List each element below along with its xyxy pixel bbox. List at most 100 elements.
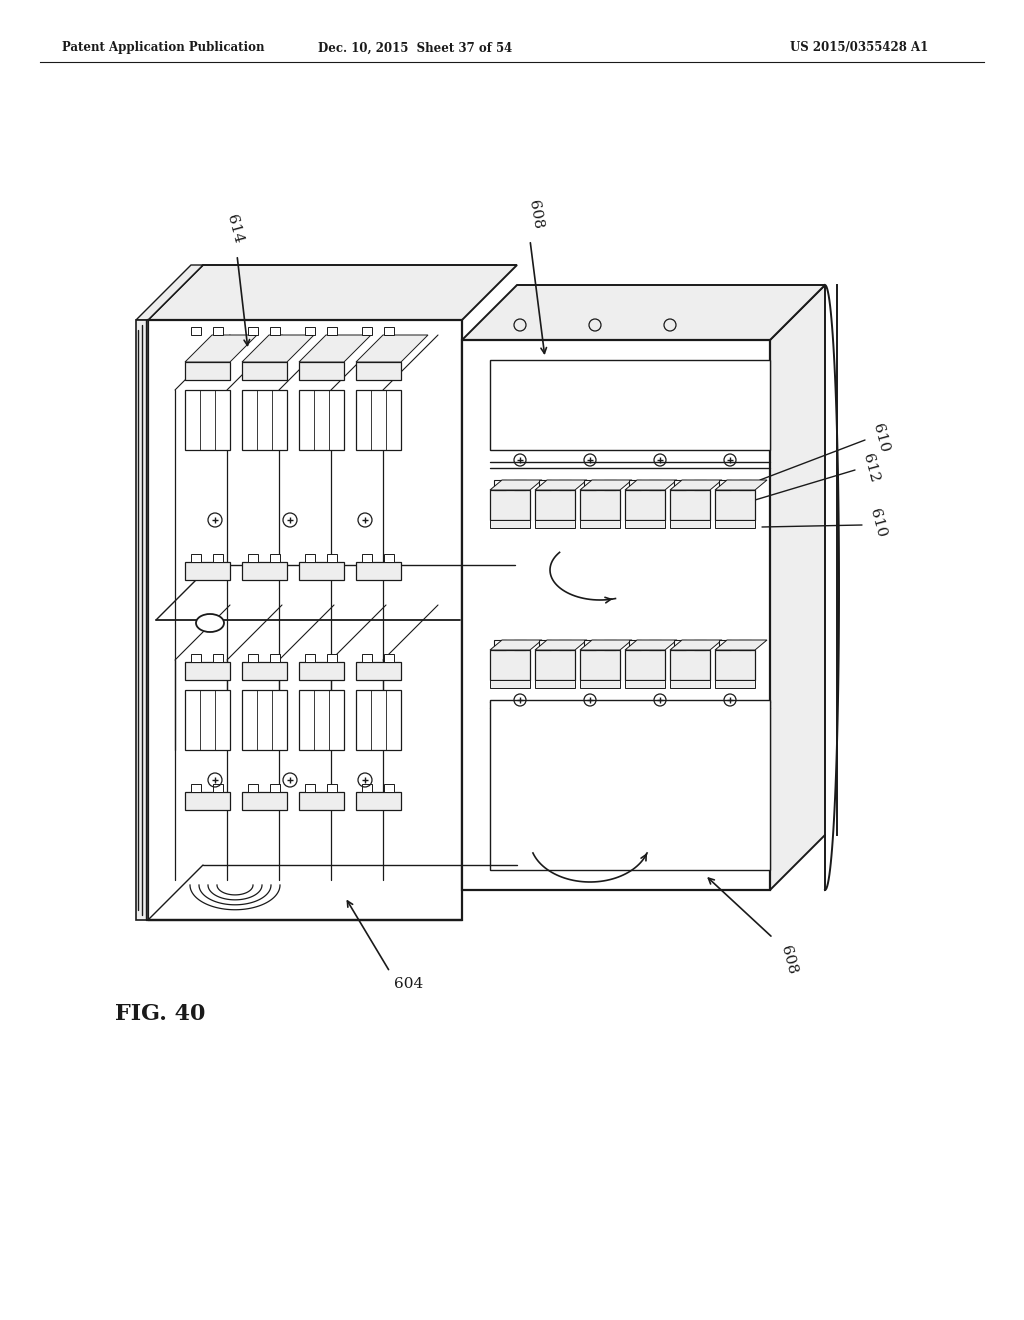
Bar	[490, 680, 530, 688]
Bar	[490, 649, 530, 680]
Bar	[494, 640, 506, 649]
Bar	[191, 554, 201, 562]
Bar	[604, 640, 616, 649]
Polygon shape	[490, 640, 542, 649]
Bar	[185, 389, 230, 450]
Bar	[242, 690, 287, 750]
Bar	[327, 327, 337, 335]
Bar	[299, 362, 344, 380]
Bar	[715, 490, 755, 520]
Bar	[213, 327, 223, 335]
Bar	[305, 554, 315, 562]
Polygon shape	[715, 640, 767, 649]
Bar	[625, 649, 665, 680]
Bar	[242, 362, 287, 380]
Bar	[270, 784, 280, 792]
Text: FIG. 40: FIG. 40	[115, 1003, 206, 1026]
Bar	[384, 784, 394, 792]
Polygon shape	[535, 480, 587, 490]
Bar	[242, 389, 287, 450]
Bar	[356, 389, 401, 450]
Bar	[191, 653, 201, 663]
Text: 610: 610	[867, 507, 888, 539]
Bar	[299, 663, 344, 680]
Bar	[305, 327, 315, 335]
Bar	[490, 700, 770, 870]
Bar	[559, 480, 571, 490]
Polygon shape	[462, 285, 825, 341]
Polygon shape	[625, 640, 677, 649]
Bar	[356, 792, 401, 810]
Bar	[356, 663, 401, 680]
Polygon shape	[670, 640, 722, 649]
Bar	[719, 480, 731, 490]
Bar	[191, 784, 201, 792]
Bar	[213, 653, 223, 663]
Text: 612: 612	[860, 451, 881, 484]
Text: 608: 608	[525, 199, 545, 230]
Bar	[490, 360, 770, 450]
Bar	[305, 653, 315, 663]
Bar	[739, 640, 751, 649]
Bar	[270, 327, 280, 335]
Bar	[559, 640, 571, 649]
Text: 614: 614	[224, 213, 246, 246]
Bar	[580, 520, 620, 528]
Polygon shape	[299, 335, 371, 362]
Bar	[242, 663, 287, 680]
Bar	[670, 680, 710, 688]
Bar	[299, 792, 344, 810]
Bar	[674, 640, 686, 649]
Polygon shape	[136, 265, 203, 319]
Bar	[739, 480, 751, 490]
Bar	[580, 490, 620, 520]
Polygon shape	[462, 341, 770, 890]
Bar	[327, 653, 337, 663]
Bar	[670, 649, 710, 680]
Bar	[715, 520, 755, 528]
Bar	[584, 640, 596, 649]
Bar	[384, 327, 394, 335]
Polygon shape	[242, 335, 314, 362]
Text: 608: 608	[778, 944, 799, 975]
Bar	[305, 784, 315, 792]
Polygon shape	[670, 480, 722, 490]
Bar	[242, 562, 287, 579]
Bar	[535, 520, 575, 528]
Ellipse shape	[196, 614, 224, 632]
Bar	[694, 640, 706, 649]
Polygon shape	[136, 319, 148, 920]
Polygon shape	[490, 480, 542, 490]
Bar	[327, 784, 337, 792]
Bar	[535, 680, 575, 688]
Bar	[242, 792, 287, 810]
Bar	[185, 690, 230, 750]
Bar	[625, 680, 665, 688]
Polygon shape	[148, 265, 517, 319]
Polygon shape	[580, 640, 632, 649]
Bar	[629, 640, 641, 649]
Polygon shape	[185, 335, 257, 362]
Bar	[248, 327, 258, 335]
Bar	[384, 653, 394, 663]
Bar	[625, 490, 665, 520]
Bar	[649, 640, 662, 649]
Bar	[715, 680, 755, 688]
Text: Patent Application Publication: Patent Application Publication	[62, 41, 264, 54]
Bar	[490, 520, 530, 528]
Bar	[185, 663, 230, 680]
Bar	[185, 362, 230, 380]
Bar	[719, 640, 731, 649]
Polygon shape	[580, 480, 632, 490]
Bar	[362, 784, 372, 792]
Bar	[248, 653, 258, 663]
Bar	[649, 480, 662, 490]
Bar	[248, 554, 258, 562]
Bar	[356, 362, 401, 380]
Bar	[535, 649, 575, 680]
Bar	[356, 562, 401, 579]
Bar	[270, 554, 280, 562]
Text: US 2015/0355428 A1: US 2015/0355428 A1	[790, 41, 928, 54]
Bar	[514, 480, 526, 490]
Bar	[248, 784, 258, 792]
